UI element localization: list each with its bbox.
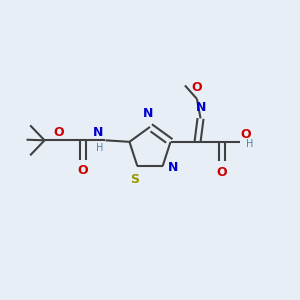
Text: N: N — [196, 101, 207, 114]
Text: N: N — [93, 126, 103, 139]
Text: O: O — [241, 128, 251, 141]
Text: S: S — [130, 172, 139, 186]
Text: O: O — [216, 166, 227, 179]
Text: H: H — [246, 139, 254, 148]
Text: H: H — [96, 143, 103, 153]
Text: O: O — [78, 164, 88, 177]
Text: O: O — [53, 126, 64, 140]
Text: N: N — [167, 161, 178, 174]
Text: N: N — [143, 107, 154, 120]
Text: O: O — [192, 81, 202, 94]
